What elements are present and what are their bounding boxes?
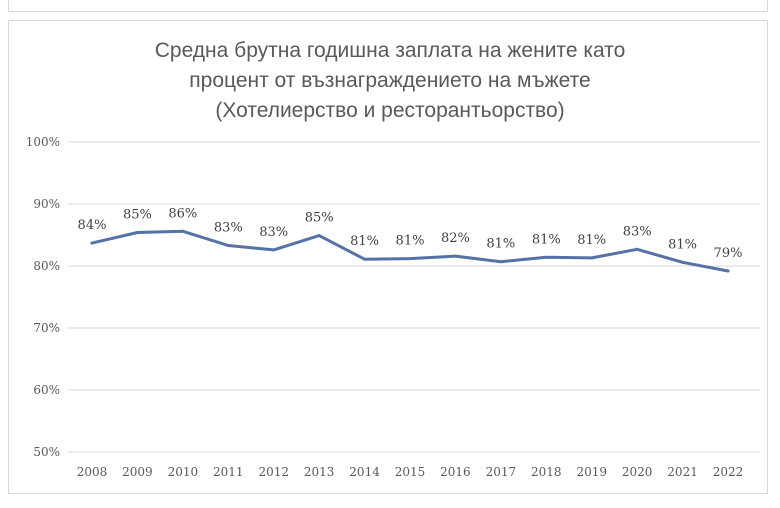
data-label-2018: 81%	[532, 232, 561, 247]
x-tick-label-2009: 2009	[122, 465, 153, 479]
gridlines	[68, 141, 760, 453]
data-point-2020	[635, 247, 639, 251]
data-point-2013	[317, 234, 321, 238]
y-tick-label-60: 60%	[33, 383, 60, 397]
x-tick-label-2022: 2022	[713, 465, 744, 479]
chart-title-line-3: (Хотелиерство и ресторантьорство)	[215, 99, 565, 122]
y-tick-label-50: 50%	[33, 445, 60, 459]
data-label-2019: 81%	[577, 233, 606, 248]
x-tick-label-2008: 2008	[77, 465, 108, 479]
data-label-2017: 81%	[486, 237, 515, 252]
y-tick-label-90: 90%	[33, 197, 60, 211]
data-label-2016: 82%	[441, 231, 470, 246]
data-label-2021: 81%	[668, 237, 697, 252]
x-tick-label-2019: 2019	[576, 465, 607, 479]
x-axis: 2008 2009 2010 2011 2012 2013 2014 2015 2016 2017…	[77, 465, 744, 479]
data-point-2009	[135, 231, 139, 235]
x-tick-label-2012: 2012	[258, 465, 289, 479]
data-point-2010	[181, 229, 185, 233]
top-panel-edge	[8, 0, 768, 12]
y-tick-label-70: 70%	[33, 321, 60, 335]
chart-title-line-2: процент от възнаграждението на мъжете	[189, 69, 591, 92]
data-label-2008: 84%	[78, 218, 107, 233]
x-tick-label-2018: 2018	[531, 465, 562, 479]
data-point-2017	[499, 260, 503, 264]
x-tick-label-2011: 2011	[213, 465, 244, 479]
data-point-2016	[453, 254, 457, 258]
data-label-2013: 85%	[305, 211, 334, 226]
data-point-2018	[544, 255, 548, 259]
data-label-2012: 83%	[259, 225, 288, 240]
y-tick-label-100: 100%	[26, 135, 60, 149]
data-point-2012	[272, 248, 276, 252]
data-point-2022	[726, 269, 730, 273]
y-tick-label-80: 80%	[33, 259, 60, 273]
data-label-2020: 83%	[623, 224, 652, 239]
data-label-2011: 83%	[214, 221, 243, 236]
data-point-2019	[590, 256, 594, 260]
x-tick-label-2014: 2014	[349, 465, 380, 479]
chart-frame	[8, 20, 768, 494]
data-label-2010: 86%	[168, 206, 197, 221]
data-point-2014	[363, 257, 367, 261]
data-point-2008	[90, 241, 94, 245]
chart-title: Средна брутна годишна заплата на жените …	[0, 36, 780, 126]
data-label-2014: 81%	[350, 234, 379, 249]
x-tick-label-2017: 2017	[486, 465, 517, 479]
x-tick-label-2020: 2020	[622, 465, 653, 479]
x-tick-label-2021: 2021	[667, 465, 698, 479]
data-label-2015: 81%	[396, 234, 425, 249]
x-tick-label-2013: 2013	[304, 465, 335, 479]
x-tick-label-2016: 2016	[440, 465, 471, 479]
data-point-2021	[681, 260, 685, 264]
data-point-2015	[408, 257, 412, 261]
y-axis: 50% 60% 70% 80% 90% 100%	[26, 135, 60, 459]
data-point-2011	[226, 244, 230, 248]
x-tick-label-2010: 2010	[168, 465, 199, 479]
series-layer	[90, 229, 730, 273]
data-labels: 84% 85% 86% 83% 83% 85% 81% 81% 82% 81% 81% 81% 83% 8…	[78, 206, 743, 261]
chart-title-line-1: Средна брутна годишна заплата на жените …	[154, 39, 626, 62]
data-label-2009: 85%	[123, 208, 152, 223]
data-label-2022: 79%	[714, 246, 743, 261]
x-tick-label-2015: 2015	[395, 465, 426, 479]
